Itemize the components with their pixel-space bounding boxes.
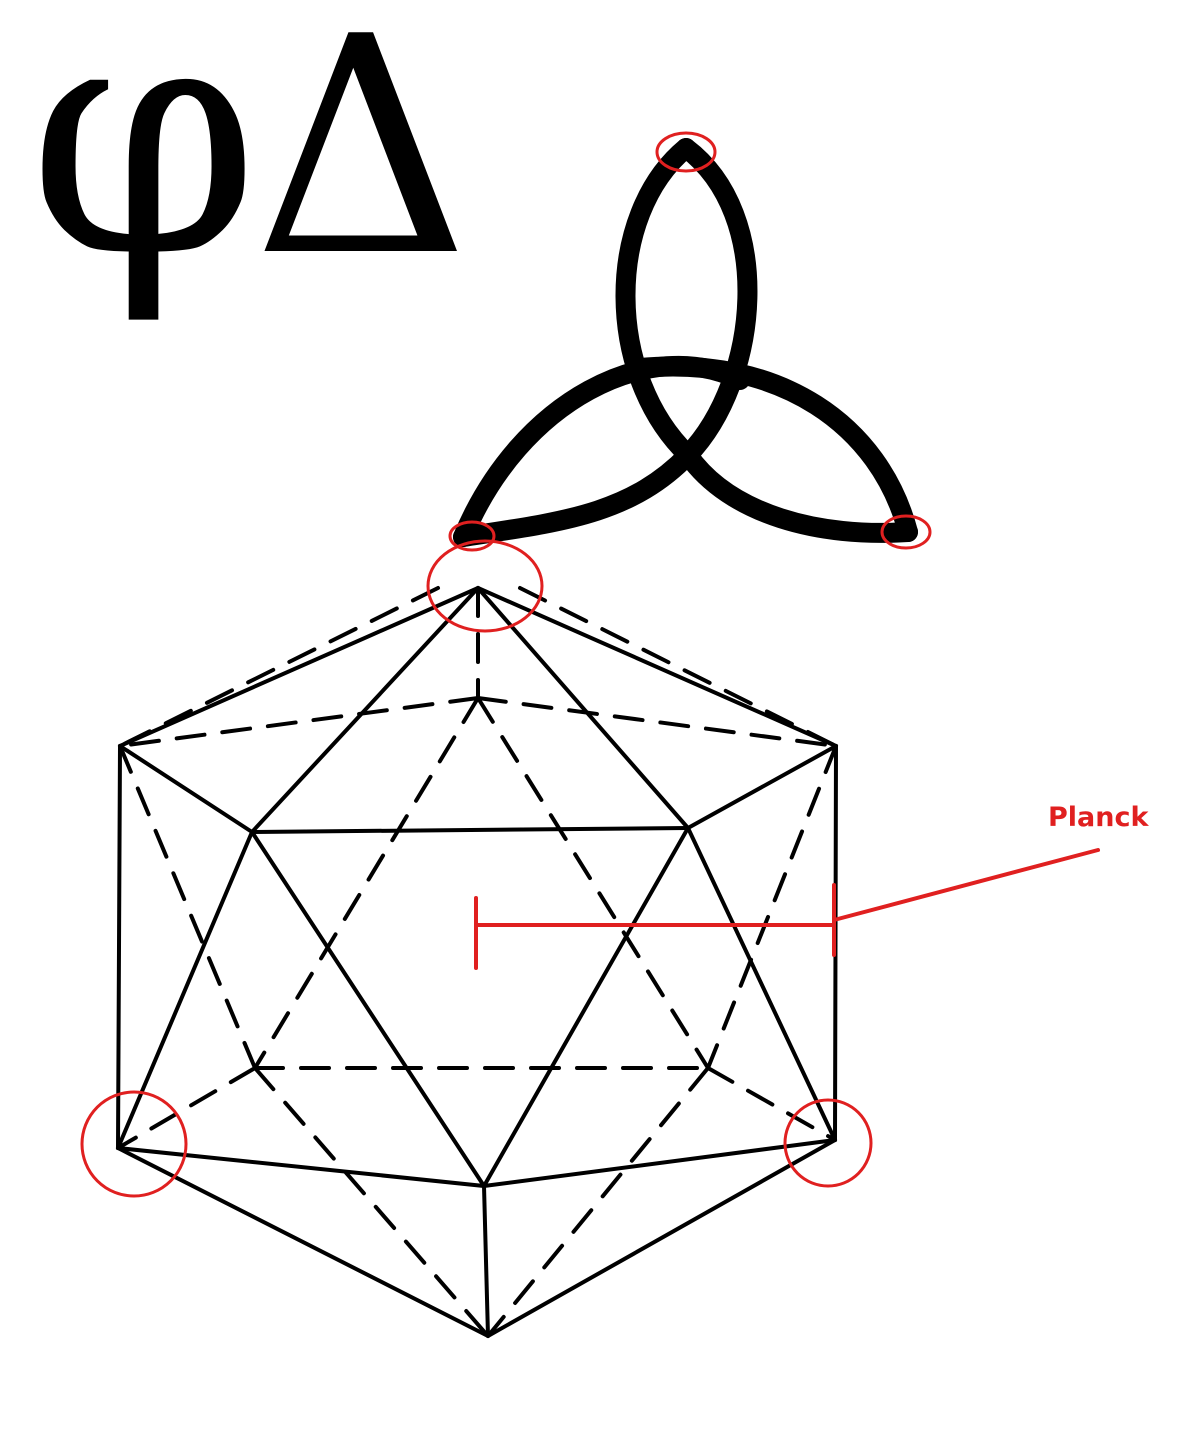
triquetra-bottom-right-arc — [678, 445, 918, 543]
hidden-edges — [116, 586, 838, 1338]
icosahedron-left-marker — [80, 1090, 188, 1198]
triquetra-top-left-arc — [615, 138, 698, 465]
triquetra-bottom-left-arc — [453, 445, 698, 547]
leader-line — [832, 848, 1100, 922]
planck-measure-icon — [474, 848, 1100, 970]
icosahedron-top-marker — [426, 539, 544, 633]
delta-symbol: Δ — [253, 0, 470, 322]
planck-label: Planck — [1048, 802, 1149, 833]
highlight-circles — [80, 131, 932, 1198]
triquetra-top-right-arc — [676, 138, 758, 465]
triquetra-right-arc — [630, 356, 918, 542]
greek-symbols: φΔ — [28, 0, 470, 302]
visible-edges — [116, 586, 838, 1338]
triquetra-right-marker — [880, 514, 932, 550]
icosahedron-wireframe-icon — [116, 586, 838, 1338]
icosahedron-right-marker — [783, 1098, 873, 1188]
triquetra-top-marker — [655, 131, 717, 173]
triquetra-left-marker — [448, 520, 496, 552]
phi-symbol: φ — [28, 0, 260, 329]
triquetra-knot-icon — [453, 138, 918, 547]
